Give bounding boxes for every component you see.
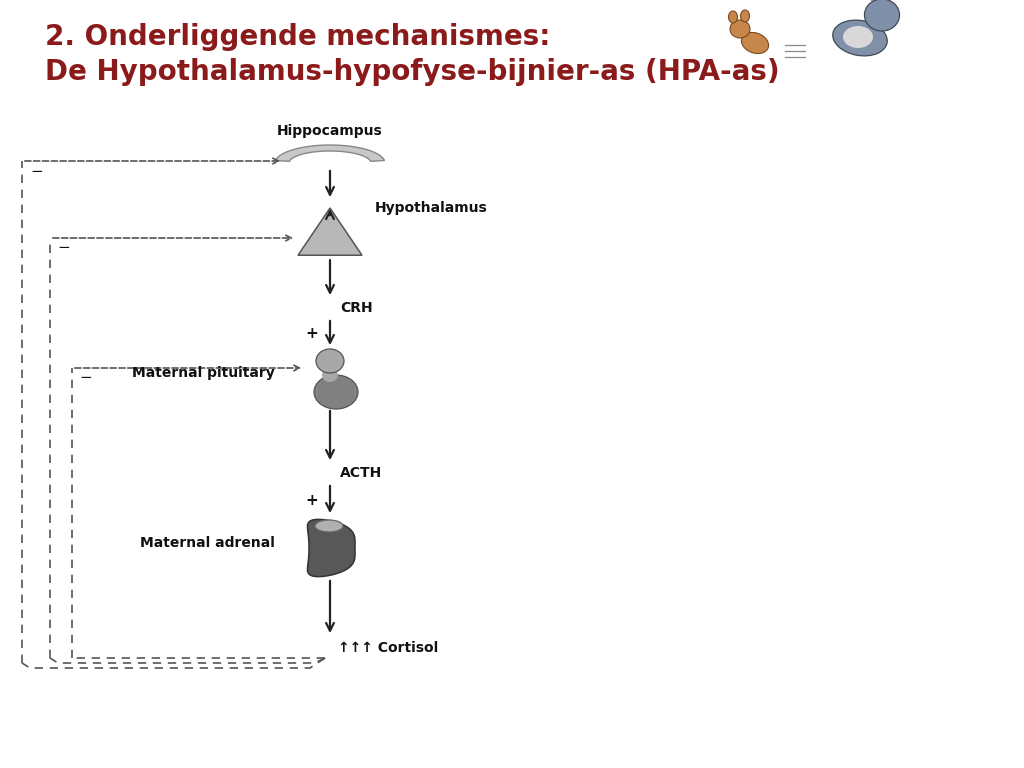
Text: CRH: CRH [340,301,373,315]
Text: ACTH: ACTH [340,466,382,480]
Text: −: − [57,240,71,256]
Text: +: + [305,493,318,508]
Ellipse shape [728,11,737,23]
PathPatch shape [307,519,355,577]
Ellipse shape [740,10,750,22]
Text: −: − [31,164,43,178]
Text: 2. Onderliggende mechanismes:: 2. Onderliggende mechanismes: [45,23,550,51]
Polygon shape [298,208,362,255]
Text: Hypothalamus: Hypothalamus [375,201,487,215]
Text: ↑↑↑ Cortisol: ↑↑↑ Cortisol [338,641,438,655]
Ellipse shape [316,349,344,373]
Text: Maternal adrenal: Maternal adrenal [140,536,275,550]
Text: Maternal pituitary: Maternal pituitary [132,366,275,380]
PathPatch shape [275,145,384,161]
Ellipse shape [314,375,358,409]
Ellipse shape [730,20,750,38]
Text: Hippocampus: Hippocampus [278,124,383,138]
Text: −: − [80,370,92,386]
Ellipse shape [843,26,873,48]
Text: De Hypothalamus-hypofyse-bijnier-as (HPA-as): De Hypothalamus-hypofyse-bijnier-as (HPA… [45,58,779,86]
Ellipse shape [864,0,899,31]
Ellipse shape [741,32,769,54]
Ellipse shape [833,20,887,56]
Ellipse shape [315,520,343,532]
Text: +: + [305,326,318,340]
Ellipse shape [322,368,338,382]
